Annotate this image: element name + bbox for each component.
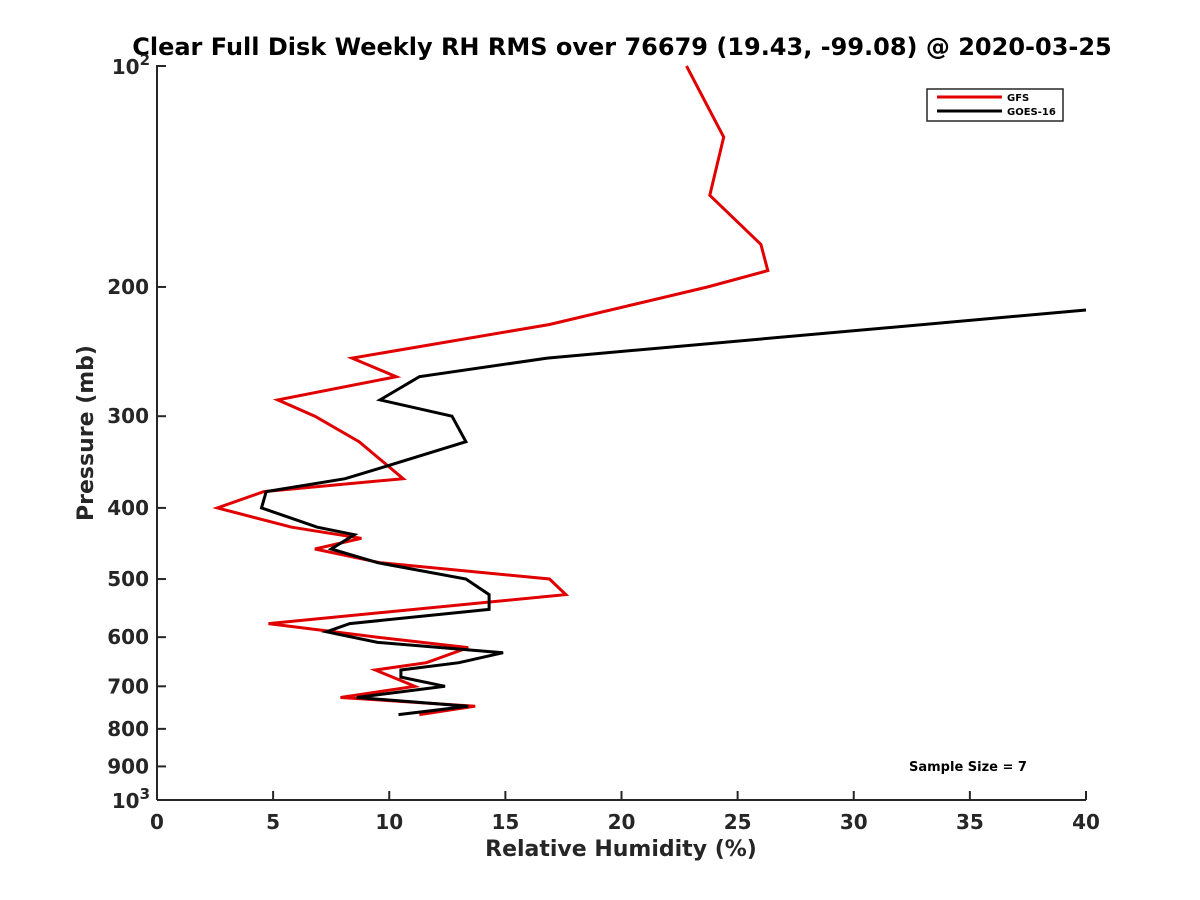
x-tick-label: 15 — [491, 810, 519, 834]
y-tick-label: 102 — [112, 51, 150, 79]
series-layer — [212, 65, 1087, 717]
legend-box — [926, 88, 1064, 122]
y-tick-label: 200 — [107, 275, 149, 299]
y-tick-label: 600 — [107, 625, 149, 649]
y-tick-label: 700 — [107, 674, 149, 698]
y-tick-label: 103 — [112, 785, 150, 813]
y-axis-label: Pressure (mb) — [74, 345, 99, 521]
legend-label-gfs: GFS — [1007, 93, 1029, 104]
x-tick-label: 30 — [840, 810, 868, 834]
y-tick-label: 800 — [107, 717, 149, 741]
x-tick-label: 25 — [724, 810, 752, 834]
axes-layer: 0 5 10 15 20 25 30 35 40102200300400500600700800… — [107, 51, 1100, 834]
y-tick-label-base: 10 — [112, 55, 140, 79]
y-tick-label: 400 — [107, 496, 149, 520]
series-line-goes-16 — [259, 308, 1087, 717]
y-tick-label: 300 — [107, 404, 149, 428]
x-axis-label: Relative Humidity (%) — [485, 837, 757, 862]
legend-label-goes-16: GOES-16 — [1007, 107, 1056, 118]
series-line-gfs — [212, 65, 770, 717]
x-tick-label: 35 — [956, 810, 984, 834]
y-tick-label-exponent: 2 — [140, 51, 150, 69]
y-tick-label: 900 — [107, 754, 149, 778]
x-tick-label: 10 — [375, 810, 403, 834]
y-tick-label-exponent: 3 — [140, 785, 150, 803]
y-tick-label-base: 10 — [112, 789, 140, 813]
x-tick-label: 0 — [150, 810, 164, 834]
x-tick-label: 40 — [1072, 810, 1100, 834]
y-tick-label: 500 — [107, 567, 149, 591]
sample-size-annotation: Sample Size = 7 — [909, 760, 1027, 775]
x-tick-label: 5 — [266, 810, 280, 834]
chart-title: Clear Full Disk Weekly RH RMS over 76679… — [132, 33, 1112, 61]
legend: GFS GOES-16 — [926, 88, 1064, 122]
x-tick-label: 20 — [608, 810, 636, 834]
